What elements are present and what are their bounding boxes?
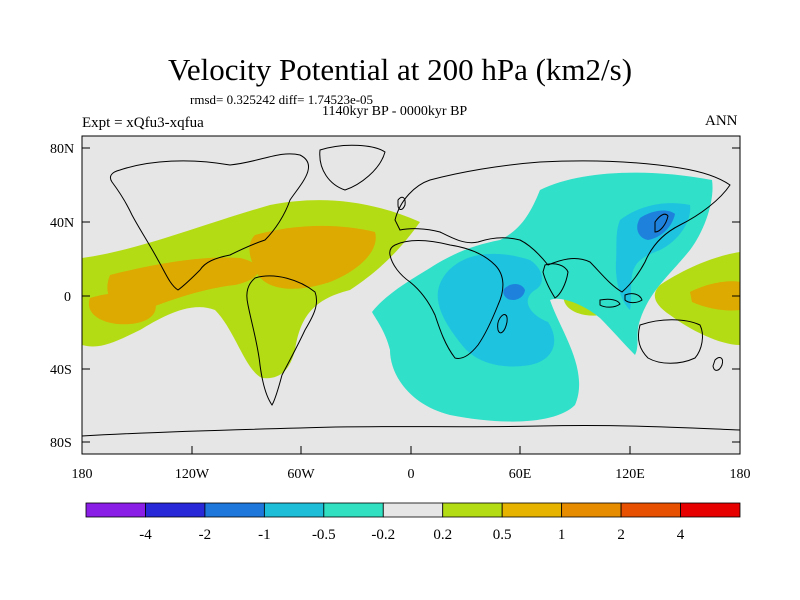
- colorbar-label: -0.5: [312, 527, 336, 543]
- colorbar-swatch: [323, 502, 384, 518]
- lat-label-40s: 40S: [50, 363, 72, 378]
- lat-label-80s: 80S: [50, 436, 72, 451]
- experiment-label: Expt = xQfu3-xqfua: [82, 115, 204, 131]
- lat-label-80n: 80N: [50, 142, 74, 157]
- lat-label-40n: 40N: [50, 216, 74, 231]
- colorbar-swatch: [501, 502, 563, 518]
- colorbar-swatch: [263, 502, 325, 518]
- contour-fields: [82, 172, 740, 422]
- season-label: ANN: [705, 113, 738, 129]
- lon-label-0: 0: [408, 467, 415, 482]
- colorbar-swatch: [442, 502, 503, 518]
- lon-label-120w: 120W: [175, 467, 210, 482]
- colorbar: -4 -2 -1 -0.5 -0.2 0.2 0.5 1 2 4: [85, 502, 741, 543]
- colorbar-label: -2: [199, 527, 212, 543]
- lon-label-180w: 180: [72, 467, 93, 482]
- colorbar-swatch: [204, 502, 265, 518]
- colorbar-swatch: [680, 502, 741, 518]
- axis-ticks: [81, 147, 741, 454]
- negative-1-madagascar: [503, 284, 525, 300]
- positive-05-atlantic: [249, 225, 376, 289]
- colorbar-label: -1: [258, 527, 271, 543]
- colorbar-label: 0.5: [493, 527, 512, 543]
- colorbar-label: 4: [677, 527, 685, 543]
- positive-05-w-pacific: [690, 281, 740, 311]
- lat-label-0: 0: [64, 290, 71, 305]
- period-label: 1140kyr BP - 0000kyr BP: [322, 104, 468, 119]
- lon-label-180e: 180: [730, 467, 751, 482]
- colorbar-swatch: [382, 502, 444, 518]
- colorbar-label: -4: [139, 527, 152, 543]
- lon-label-60w: 60W: [287, 467, 315, 482]
- stats-line: rmsd= 0.325242 diff= 1.74523e-05: [190, 92, 374, 107]
- positive-05-pacific-west: [88, 293, 156, 325]
- coastlines: [82, 144, 740, 437]
- colorbar-label: 2: [617, 527, 625, 543]
- colorbar-label: -0.2: [371, 527, 395, 543]
- colorbar-swatch: [620, 502, 681, 518]
- colorbar-swatch: [561, 502, 622, 518]
- colorbar-swatch: [85, 502, 146, 518]
- lon-label-60e: 60E: [509, 467, 532, 482]
- lon-label-120e: 120E: [615, 467, 645, 482]
- negative-1-japan: [637, 210, 675, 240]
- map-title: Velocity Potential at 200 hPa (km2/s): [167, 52, 633, 87]
- colorbar-label: 1: [558, 527, 566, 543]
- colorbar-swatch: [145, 502, 206, 518]
- colorbar-label: 0.2: [433, 527, 452, 543]
